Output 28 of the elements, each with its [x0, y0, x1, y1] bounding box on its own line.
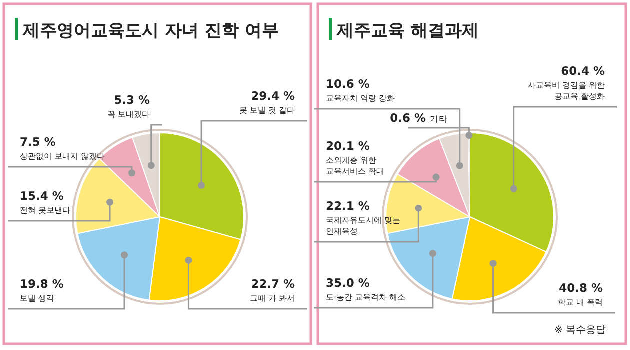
slice-label: 보낼 생각 — [20, 294, 55, 303]
data-label: 22.1 % — [326, 199, 370, 213]
slice-label: 학교 내 폭력 — [558, 298, 603, 307]
data-label: 19.8 % — [20, 277, 64, 291]
slice-label: 기타 — [430, 115, 448, 125]
slice-label: 상관없이 보내지 않겠다 — [20, 152, 106, 161]
data-label: 20.1 % — [326, 139, 370, 153]
data-label: 22.7 % — [251, 277, 296, 291]
data-label: 15.4 % — [20, 189, 64, 203]
data-label: 29.4 % — [251, 89, 296, 103]
slice-label: 꼭 보내겠다 — [107, 110, 150, 119]
data-label: 5.3 % — [114, 93, 150, 107]
slice-label: 교육자치 역량 강화 — [326, 94, 396, 103]
data-label: 0.6 % — [390, 111, 426, 125]
data-label: 10.6 % — [326, 77, 370, 91]
data-label: 60.4 % — [561, 64, 606, 78]
data-label: 40.8 % — [559, 281, 604, 295]
slice-label: 도·농간 교육격차 해소 — [326, 293, 406, 302]
data-label: 35.0 % — [326, 276, 370, 290]
slice-label: 사교육비 경감을 위한 공교육 활성화 — [528, 81, 605, 101]
text: ※ 복수응답 — [554, 325, 606, 336]
slice-label: 전혀 못보낸다 — [20, 206, 71, 215]
chart-title: 제주영어교육도시 자녀 진학 여부 — [22, 21, 279, 41]
slice-label: 못 보낼 것 같다 — [239, 106, 295, 115]
slice-label: 그때 가 봐서 — [250, 294, 295, 303]
chart-title: 제주교육 해결과제 — [336, 21, 479, 41]
data-label: 7.5 % — [20, 135, 56, 149]
slice-label: 소외계층 위한 교육서비스 확대 — [326, 156, 385, 176]
